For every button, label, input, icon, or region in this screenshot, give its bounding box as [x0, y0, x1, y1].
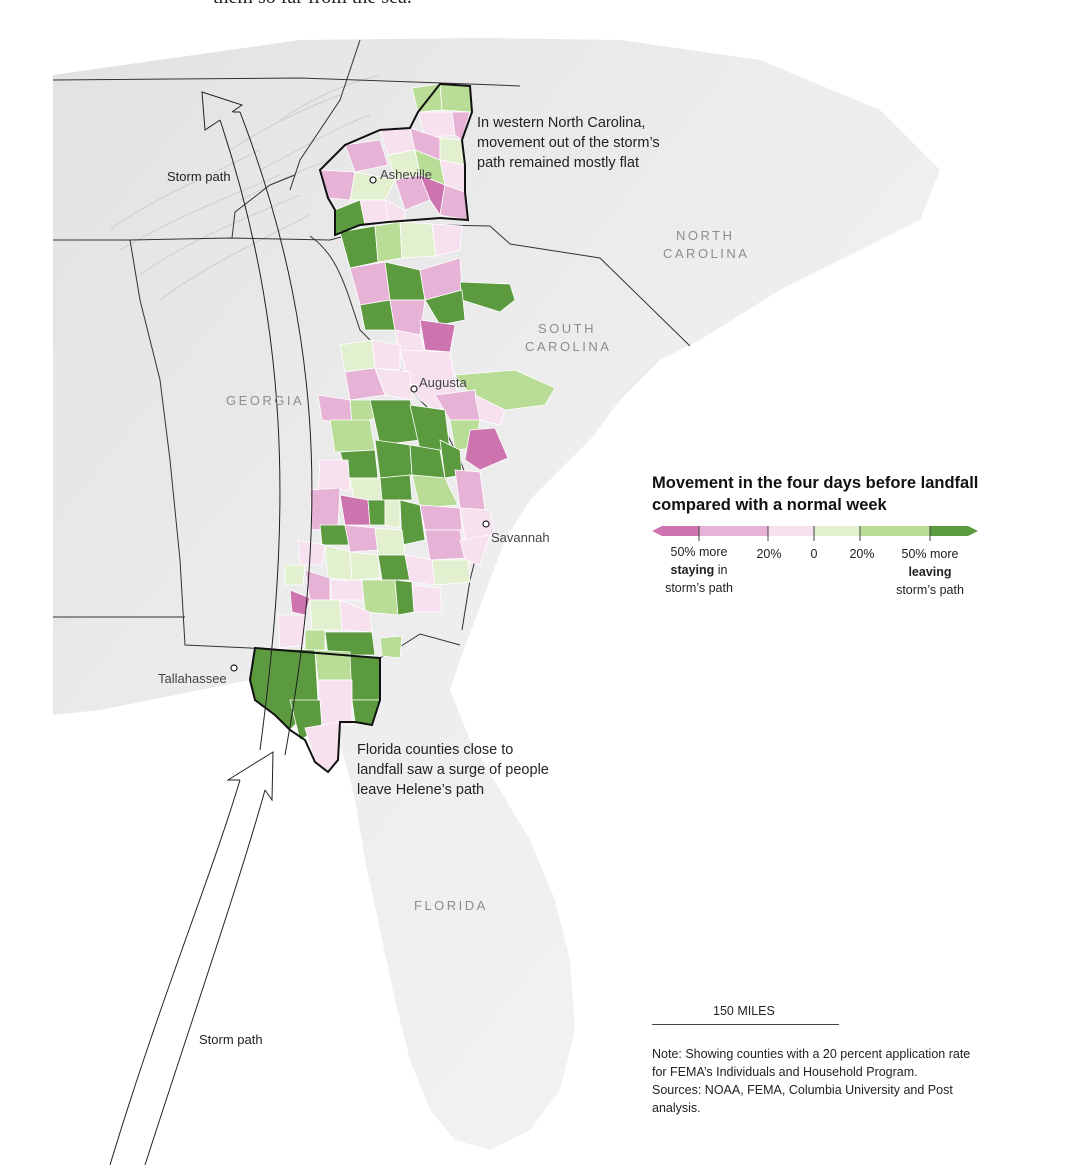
legend-swatch-leaving [860, 526, 930, 536]
county [284, 564, 306, 586]
state-label-florida: FLORIDA [414, 898, 488, 913]
legend-right-line3: storm’s path [896, 583, 964, 597]
legend-swatch-slight-staying [768, 526, 814, 536]
city-label-tallahassee: Tallahassee [158, 671, 227, 686]
legend-right-bold: leaving [908, 565, 952, 579]
county [359, 299, 396, 331]
state-label-south-carolina-1: SOUTH [538, 321, 596, 336]
florida-landfall-outline [248, 646, 381, 774]
county [374, 367, 413, 401]
county [431, 559, 471, 586]
county [309, 487, 341, 531]
county [371, 339, 401, 371]
county [419, 504, 463, 531]
county [309, 599, 343, 631]
county [339, 494, 371, 526]
annotation-north-carolina: In western North Carolina, movement out … [477, 115, 660, 171]
county [379, 474, 413, 501]
savannah-marker [482, 520, 490, 528]
county [329, 419, 376, 453]
legend-left-label: 50% more staying in storm’s path [655, 543, 743, 597]
state-label-south-carolina-2: CAROLINA [525, 339, 611, 354]
county-fills [249, 83, 556, 773]
county [374, 527, 406, 556]
county [464, 427, 509, 471]
legend-title: Movement in the four days before landfal… [652, 474, 979, 514]
county [349, 551, 381, 581]
county [404, 554, 436, 586]
county [344, 139, 389, 173]
storm-path-label-top: Storm path [167, 169, 231, 184]
intro-text-fragment: them so far from the sea. [213, 0, 412, 9]
source-note: Note: Showing counties with a 20 percent… [652, 1045, 982, 1117]
county [399, 221, 437, 259]
state-label-north-carolina-1: NORTH [676, 228, 734, 243]
landmass [53, 38, 940, 1150]
state-label-georgia: GEORGIA [226, 393, 304, 408]
county [304, 629, 326, 651]
county [384, 499, 401, 529]
county [379, 635, 403, 659]
county [329, 579, 366, 601]
scale-label: 150 MILES [713, 1004, 775, 1018]
county [374, 221, 403, 263]
legend-swatch-slight-leaving [814, 526, 860, 536]
legend-left-line3: storm’s path [665, 581, 733, 595]
legend-color-bar [652, 526, 978, 541]
county [317, 679, 353, 726]
city-markers [230, 176, 490, 672]
county [377, 554, 411, 581]
county [474, 394, 506, 426]
scale-bar [652, 1024, 839, 1025]
county [297, 539, 326, 566]
legend-left-line1: 50% more [670, 545, 728, 559]
legend-right-line1: 50% more [901, 547, 959, 561]
county [424, 529, 466, 561]
county [411, 584, 443, 613]
legend-tick-label-20-left: 20% [756, 547, 782, 561]
county [454, 469, 486, 511]
legend-right-label: 50% more leaving storm’s path [885, 545, 975, 599]
county [374, 439, 413, 479]
city-label-asheville: Asheville [380, 167, 432, 182]
sources-text: Sources: NOAA, FEMA, Columbia University… [652, 1083, 953, 1115]
county [394, 579, 415, 616]
county [339, 339, 376, 373]
storm-path-arrow [109, 91, 313, 1166]
asheville-marker [369, 176, 377, 184]
county [431, 223, 463, 257]
county [367, 499, 386, 526]
state-label-north-carolina-2: CAROLINA [663, 246, 749, 261]
county [439, 83, 473, 113]
annotation-florida: Florida counties close to landfall saw a… [357, 742, 549, 798]
legend-tick-label-20-right: 20% [849, 547, 875, 561]
county [324, 631, 376, 656]
county [317, 459, 351, 491]
city-label-savannah: Savannah [491, 530, 550, 545]
tallahassee-marker [230, 664, 238, 672]
county [424, 289, 466, 326]
county [459, 534, 491, 566]
augusta-marker [410, 385, 418, 393]
legend-tick-label-0: 0 [810, 547, 818, 561]
county [419, 319, 456, 353]
note-text: Note: Showing counties with a 20 percent… [652, 1047, 971, 1079]
legend-swatch-strong-leaving [930, 526, 978, 536]
city-label-augusta: Augusta [419, 375, 467, 390]
county [409, 444, 446, 479]
legend-left-bold: staying [670, 563, 715, 577]
county [459, 507, 496, 541]
storm-path-label-bottom: Storm path [199, 1032, 263, 1047]
highlight-outlines [248, 82, 474, 774]
legend-swatch-strong-staying [652, 526, 699, 536]
legend-left-rest: in [714, 563, 728, 577]
county [411, 474, 459, 509]
county [277, 614, 306, 649]
western-nc-outline [318, 82, 474, 237]
county [349, 654, 381, 701]
county [344, 524, 379, 553]
county [361, 579, 399, 616]
legend-swatch-staying [699, 526, 768, 536]
